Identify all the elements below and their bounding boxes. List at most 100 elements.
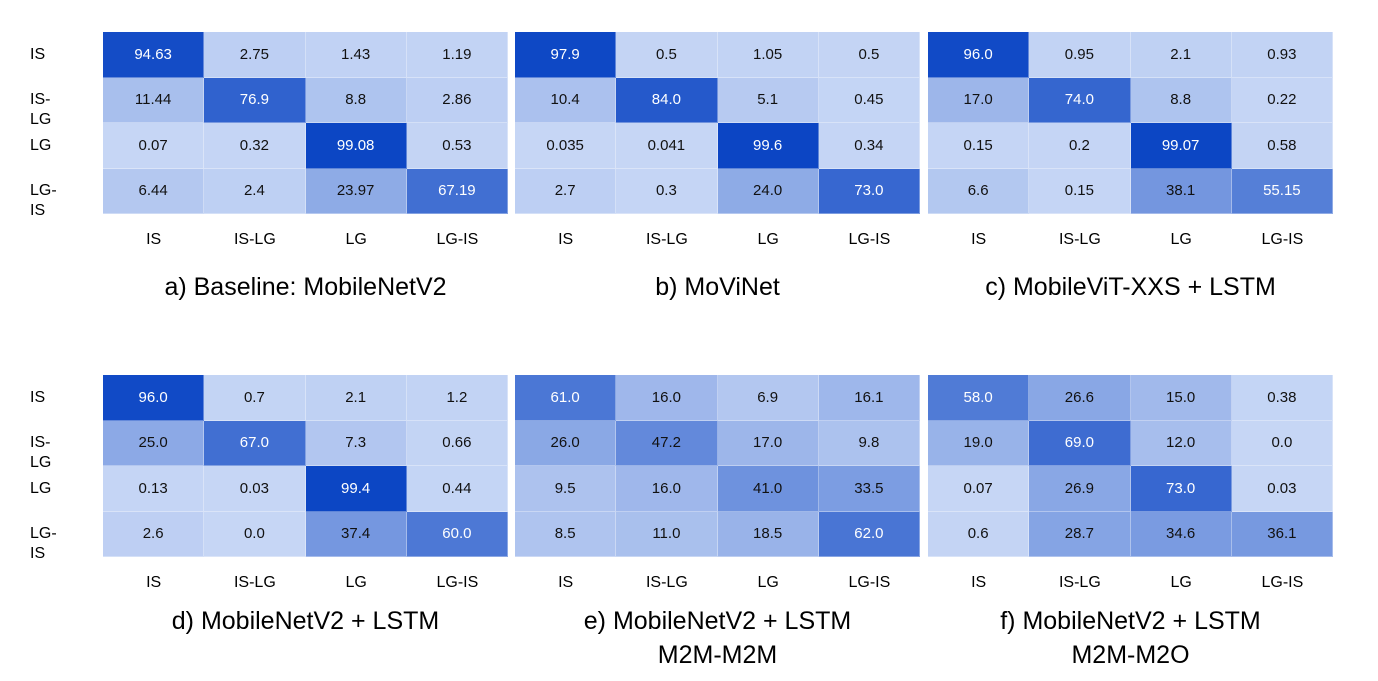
heatmap-cell-lg-is: 0.07: [928, 466, 1030, 512]
heatmap-cell-lg-is-lg-is: 60.0: [406, 511, 508, 557]
heatmap-cell-lg-is: 0.07: [103, 123, 205, 169]
panel-title-line: e) MobileNetV2 + LSTM: [583, 607, 852, 635]
col-label-is-lg: IS-LG: [1058, 574, 1101, 591]
heatmap-cell-is-lg: 1.43: [305, 32, 407, 78]
heatmap-cell-lg-is-is-lg: 0.15: [1029, 168, 1131, 214]
panel-title-line: M2M-M2M: [657, 641, 778, 669]
col-label-lg: LG: [757, 574, 779, 591]
heatmap-grid: 94.63 2.75 1.43 1.19 11.44 76.9 8.8 2.86 0.07 0.3…: [103, 32, 508, 214]
panel-title: d) MobileNetV2 + LSTM: [103, 604, 508, 638]
heatmap-cell-lg-is-lg-is: 36.1: [1231, 511, 1333, 557]
heatmap-cell-lg-is: 9.5: [515, 466, 617, 512]
heatmap-cell-is-lg-lg: 8.8: [305, 77, 407, 123]
heatmap-cell-lg-lg-is: 0.44: [406, 466, 508, 512]
heatmap-cell-is-lg: 15.0: [1130, 375, 1232, 421]
heatmap-cell-lg-lg-is: 0.58: [1231, 123, 1333, 169]
heatmap-cell-is-lg-is-lg: 84.0: [616, 77, 718, 123]
panel-title: c) MobileViT-XXS + LSTM: [928, 270, 1333, 304]
heatmap-cell-is-lg-is: 10.4: [515, 77, 617, 123]
heatmap-cell-is-is: 61.0: [515, 375, 617, 421]
heatmap-cell-lg-is: 0.15: [928, 123, 1030, 169]
heatmap-cell-is-lg-lg: 12.0: [1130, 420, 1232, 466]
heatmap-cell-lg-is-lg: 34.6: [1130, 511, 1232, 557]
row-label-lg: LG: [30, 136, 52, 154]
heatmap-cell-is-is: 97.9: [515, 32, 617, 78]
heatmap-cell-is-lg: 6.9: [717, 375, 819, 421]
heatmap-cell-is-is: 58.0: [928, 375, 1030, 421]
heatmap-cell-lg-is-is: 0.6: [928, 511, 1030, 557]
panel-title: e) MobileNetV2 + LSTM M2M-M2M: [515, 604, 920, 672]
col-label-is-lg: IS-LG: [645, 231, 688, 248]
heatmap-cell-is-lg: 2.1: [1130, 32, 1232, 78]
heatmap-cell-lg-lg: 99.07: [1130, 123, 1232, 169]
heatmap-cell-is-is: 96.0: [103, 375, 205, 421]
heatmap-cell-is-lg-is: 0.5: [818, 32, 920, 78]
heatmap-cell-lg-is-is: 6.44: [103, 168, 205, 214]
col-label-is: IS: [558, 574, 574, 591]
heatmap-cell-is-lg-is: 0.93: [1231, 32, 1333, 78]
x-axis-labels: IS IS-LG LG LG-IS: [928, 230, 1333, 250]
col-label-lg-is: LG-IS: [436, 231, 479, 248]
heatmap-cell-is-lg-lg-is: 2.86: [406, 77, 508, 123]
row-label-lg-is: LG-IS: [30, 182, 57, 220]
heatmap-cell-is-lg-lg-is: 9.8: [818, 420, 920, 466]
heatmap-cell-lg-is-lg: 26.9: [1029, 466, 1131, 512]
heatmap-cell-is-is-lg: 26.6: [1029, 375, 1131, 421]
heatmap-cell-lg-is-is: 8.5: [515, 511, 617, 557]
heatmap-cell-is-lg-lg: 7.3: [305, 420, 407, 466]
heatmap-cell-lg-lg-is: 0.53: [406, 123, 508, 169]
heatmap-cell-lg-is-lg: 0.32: [204, 123, 306, 169]
heatmap-cell-lg-is-lg-is: 67.19: [406, 168, 508, 214]
col-label-lg-is: LG-IS: [848, 231, 891, 248]
heatmap-cell-is-lg: 1.05: [717, 32, 819, 78]
panel-title: f) MobileNetV2 + LSTM M2M-M2O: [928, 604, 1333, 672]
heatmap-cell-lg-is-lg-is: 55.15: [1231, 168, 1333, 214]
heatmap-cell-is-lg: 2.1: [305, 375, 407, 421]
heatmap-cell-is-lg-is: 16.1: [818, 375, 920, 421]
heatmap-cell-lg-lg: 41.0: [717, 466, 819, 512]
heatmap-cell-is-is-lg: 0.95: [1029, 32, 1131, 78]
heatmap-cell-is-is-lg: 0.5: [616, 32, 718, 78]
heatmap-cell-lg-is-is: 2.7: [515, 168, 617, 214]
row-label-is-lg: IS-LG: [30, 434, 52, 472]
heatmap-cell-is-lg-is-lg: 76.9: [204, 77, 306, 123]
heatmap-cell-is-lg-lg: 5.1: [717, 77, 819, 123]
heatmap-cell-lg-lg: 73.0: [1130, 466, 1232, 512]
x-axis-labels: IS IS-LG LG LG-IS: [928, 573, 1333, 593]
heatmap-cell-lg-lg-is: 0.03: [1231, 466, 1333, 512]
col-label-is-lg: IS-LG: [1058, 231, 1101, 248]
col-label-is: IS: [146, 574, 162, 591]
heatmap-cell-is-lg-lg: 17.0: [717, 420, 819, 466]
heatmap-cell-is-lg-is-lg: 69.0: [1029, 420, 1131, 466]
heatmap-cell-is-lg-is: 25.0: [103, 420, 205, 466]
heatmap-cell-lg-is-is: 2.6: [103, 511, 205, 557]
heatmap-cell-lg-lg-is: 0.34: [818, 123, 920, 169]
col-label-is: IS: [971, 574, 987, 591]
heatmap-cell-is-lg-lg: 8.8: [1130, 77, 1232, 123]
panel-title-line: d) MobileNetV2 + LSTM: [171, 607, 440, 635]
heatmap-cell-is-is: 94.63: [103, 32, 205, 78]
heatmap-grid: 61.0 16.0 6.9 16.1 26.0 47.2 17.0 9.8 9.5 16.0 41.…: [515, 375, 920, 557]
col-label-lg: LG: [757, 231, 779, 248]
heatmap-cell-lg-is-lg-is: 62.0: [818, 511, 920, 557]
heatmap-grid: 58.0 26.6 15.0 0.38 19.0 69.0 12.0 0.0 0.07 26.9 7…: [928, 375, 1333, 557]
heatmap-cell-is-lg-lg-is: 0.45: [818, 77, 920, 123]
heatmap-cell-is-is-lg: 16.0: [616, 375, 718, 421]
heatmap-cell-lg-lg-is: 33.5: [818, 466, 920, 512]
heatmap-cell-is-lg-is: 26.0: [515, 420, 617, 466]
x-axis-labels: IS IS-LG LG LG-IS: [515, 230, 920, 250]
col-label-is-lg: IS-LG: [233, 574, 276, 591]
heatmap-cell-lg-is-lg: 38.1: [1130, 168, 1232, 214]
heatmap-cell-is-lg-lg-is: 0.22: [1231, 77, 1333, 123]
heatmap-cell-lg-is-is-lg: 2.4: [204, 168, 306, 214]
heatmap-cell-is-is-lg: 0.7: [204, 375, 306, 421]
heatmap-grid: 96.0 0.95 2.1 0.93 17.0 74.0 8.8 0.22 0.15 0.2 99.…: [928, 32, 1333, 214]
col-label-is: IS: [146, 231, 162, 248]
heatmap-cell-lg-is: 0.13: [103, 466, 205, 512]
row-label-lg-is: LG-IS: [30, 525, 57, 563]
panel-title: a) Baseline: MobileNetV2: [103, 270, 508, 304]
col-label-lg-is: LG-IS: [848, 574, 891, 591]
heatmap-cell-is-lg-is: 11.44: [103, 77, 205, 123]
row-label-is-lg: IS-LG: [30, 91, 52, 129]
heatmap-cell-lg-is-lg-is: 73.0: [818, 168, 920, 214]
